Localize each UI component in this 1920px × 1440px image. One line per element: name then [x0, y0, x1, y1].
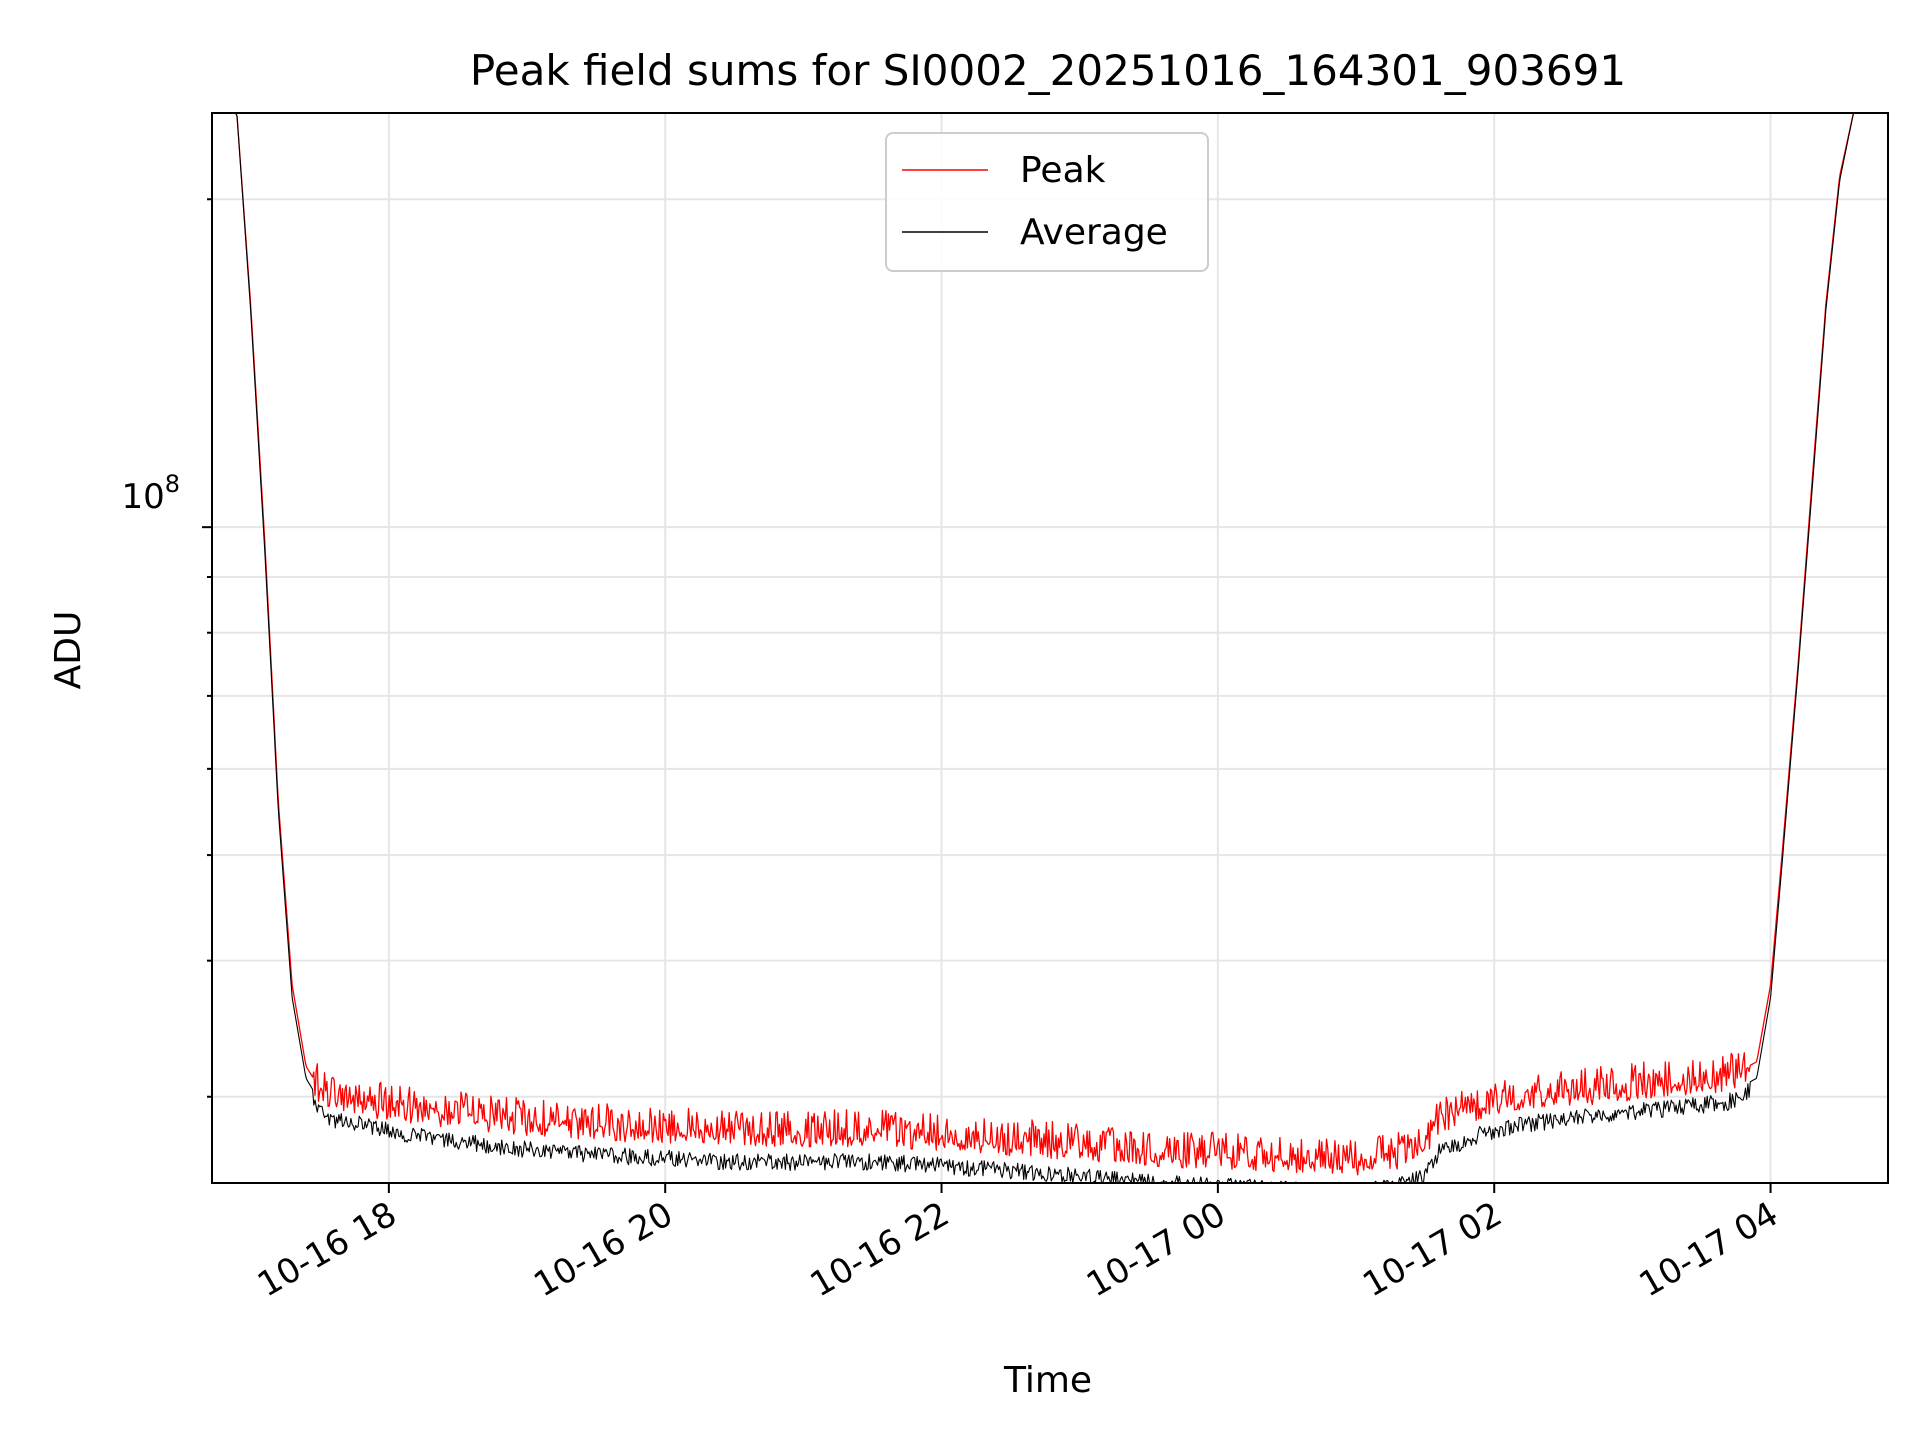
legend-peak-label: Peak [1020, 150, 1106, 191]
plot-frame [211, 112, 1889, 1184]
y-tick-exponent: 8 [165, 470, 180, 498]
x-axis-label: Time [1003, 1360, 1092, 1401]
legend-box [885, 132, 1209, 272]
y-axis-label: ADU [48, 611, 89, 690]
legend: Peak Average [885, 132, 1209, 272]
y-tick-base: 10 [121, 477, 164, 517]
y-tick-label-1e8: 108 [121, 470, 180, 517]
series-line-peak [212, 112, 1888, 1176]
series-lines [212, 112, 1888, 1184]
chart-title: Peak field sums for SI0002_20251016_1643… [470, 46, 1626, 95]
legend-average-label: Average [1020, 212, 1168, 253]
series-line-average [212, 112, 1888, 1184]
